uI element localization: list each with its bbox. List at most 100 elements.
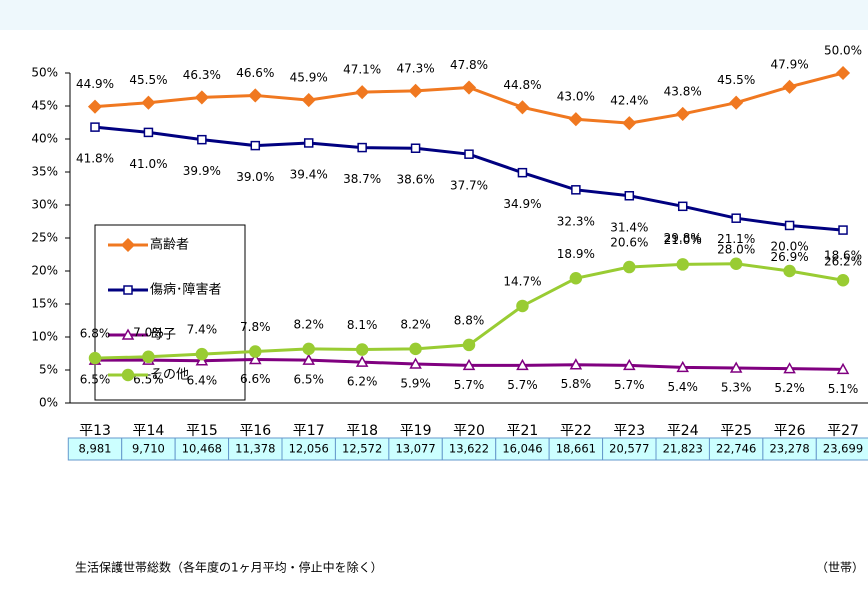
data-label: 5.7% xyxy=(454,378,485,392)
x-tick-label: 平15 xyxy=(186,423,218,439)
x-tick-label: 平21 xyxy=(507,423,539,439)
marker xyxy=(90,122,100,132)
x-tick-label: 平25 xyxy=(720,423,752,439)
x-tick-label: 平16 xyxy=(239,423,271,439)
data-label: 7.8% xyxy=(240,320,271,334)
data-label: 5.7% xyxy=(614,378,645,392)
marker xyxy=(195,347,209,361)
marker xyxy=(571,185,581,195)
marker xyxy=(250,140,261,151)
data-label: 8.2% xyxy=(293,317,324,331)
marker xyxy=(676,360,690,373)
data-label: 39.9% xyxy=(183,164,221,178)
x-tick-label: 平26 xyxy=(774,423,806,439)
marker xyxy=(301,92,316,108)
data-label: 20.0% xyxy=(771,240,809,254)
table-value: 18,661 xyxy=(556,442,596,456)
marker xyxy=(784,220,795,231)
marker xyxy=(676,258,689,271)
data-label: 5.9% xyxy=(400,377,431,391)
data-label: 39.0% xyxy=(236,170,274,184)
data-label: 39.4% xyxy=(290,167,328,181)
marker xyxy=(355,355,369,367)
table-value: 8,981 xyxy=(79,442,112,456)
data-label: 50.0% xyxy=(824,44,862,58)
marker xyxy=(836,273,850,287)
data-label: 18.9% xyxy=(557,247,595,261)
data-label: 43.0% xyxy=(557,90,595,104)
x-tick-label: 平17 xyxy=(293,423,325,439)
table-value: 12,572 xyxy=(342,442,382,456)
marker xyxy=(121,368,135,382)
marker xyxy=(120,237,136,253)
marker xyxy=(464,149,474,159)
data-label: 5.7% xyxy=(507,378,538,392)
marker xyxy=(622,116,637,131)
table-value: 21,823 xyxy=(663,442,703,456)
data-label: 44.8% xyxy=(503,78,541,92)
y-tick-label: 40% xyxy=(31,132,58,146)
marker xyxy=(462,358,476,371)
marker xyxy=(729,257,743,270)
data-label: 26.2% xyxy=(824,255,862,269)
data-label: 5.8% xyxy=(561,377,592,391)
x-tick-label: 平27 xyxy=(827,423,859,439)
y-tick-label: 10% xyxy=(31,330,58,344)
data-label: 31.4% xyxy=(610,220,648,234)
y-tick-label: 45% xyxy=(31,99,58,113)
marker xyxy=(515,100,530,115)
marker xyxy=(142,350,155,364)
marker xyxy=(462,338,476,352)
data-label: 45.5% xyxy=(129,73,167,87)
marker xyxy=(517,167,528,178)
marker xyxy=(249,352,262,365)
marker xyxy=(675,106,690,121)
marker xyxy=(624,191,635,201)
y-tick-label: 25% xyxy=(31,231,58,245)
y-tick-label: 15% xyxy=(31,297,58,311)
y-tick-label: 20% xyxy=(31,264,58,278)
marker xyxy=(623,358,636,371)
marker xyxy=(87,99,103,114)
data-label: 14.7% xyxy=(503,274,541,288)
data-label: 37.7% xyxy=(450,179,488,193)
data-label: 6.5% xyxy=(80,373,111,387)
table-value: 13,622 xyxy=(449,442,489,456)
table-value: 11,378 xyxy=(235,442,275,456)
legend-label: 母子 xyxy=(150,328,176,343)
table-value: 12,056 xyxy=(289,442,329,456)
marker xyxy=(782,79,797,94)
table-value: 16,046 xyxy=(502,442,542,456)
x-tick-label: 平20 xyxy=(453,423,485,439)
data-label: 8.8% xyxy=(454,313,485,327)
marker xyxy=(123,285,133,295)
data-label: 47.9% xyxy=(771,57,809,71)
y-tick-label: 35% xyxy=(31,165,58,179)
legend-label: 高齢者 xyxy=(150,237,189,253)
marker xyxy=(783,264,796,278)
y-tick-label: 50% xyxy=(31,66,58,80)
table-value: 10,468 xyxy=(182,442,222,456)
data-label: 7.0% xyxy=(133,325,164,339)
marker xyxy=(141,95,156,110)
data-label: 26.9% xyxy=(771,250,809,264)
data-label: 38.7% xyxy=(343,172,381,186)
data-label: 41.8% xyxy=(76,152,114,166)
table-value: 23,699 xyxy=(823,442,863,456)
data-label: 20.6% xyxy=(610,236,648,250)
marker xyxy=(88,351,102,365)
table-value: 13,077 xyxy=(395,442,435,456)
table-caption: 生活保護世帯総数（各年度の1ヶ月平均・停止中を除く） xyxy=(75,560,383,575)
marker xyxy=(410,143,421,153)
data-label: 21.1% xyxy=(717,232,755,246)
marker xyxy=(516,358,529,371)
x-tick-label: 平19 xyxy=(400,423,432,439)
data-label: 47.1% xyxy=(343,63,381,77)
data-label: 47.3% xyxy=(397,61,435,75)
marker xyxy=(729,361,743,373)
data-label: 8.2% xyxy=(400,317,431,331)
marker xyxy=(838,225,848,235)
marker xyxy=(303,138,314,148)
data-label: 47.8% xyxy=(450,58,488,72)
marker xyxy=(623,260,636,274)
